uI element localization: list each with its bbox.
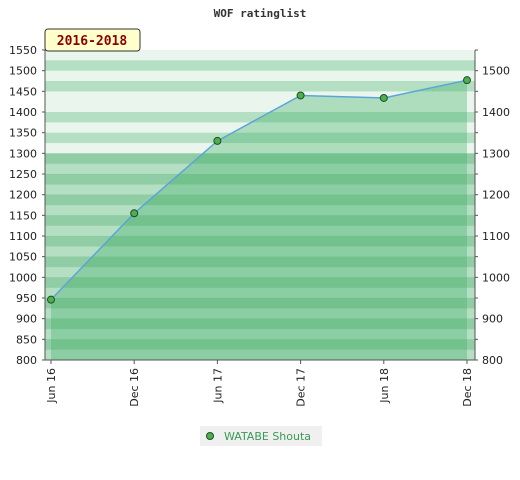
x-tick-label: Dec 18 — [461, 368, 474, 407]
left-tick-label: 1150 — [9, 209, 37, 222]
background-band — [45, 277, 475, 289]
legend-box — [200, 426, 322, 446]
data-point — [47, 295, 55, 304]
right-tick-label: 1400 — [482, 106, 510, 119]
left-tick-label: 1000 — [9, 271, 37, 284]
period-badge: 2016-2018 — [44, 28, 141, 52]
background-band — [45, 80, 475, 92]
background-band — [45, 318, 475, 330]
left-tick-label: 1100 — [9, 230, 37, 243]
data-points — [47, 76, 471, 304]
background-band — [45, 101, 475, 113]
background-band — [45, 194, 475, 206]
background-band — [45, 225, 475, 237]
right-tick-label: 1200 — [482, 189, 510, 202]
x-tick-label: Jun 17 — [211, 368, 224, 404]
background-band — [45, 142, 475, 154]
background-band — [45, 173, 475, 185]
right-tick-label: 1100 — [482, 230, 510, 243]
period-badge-box — [44, 28, 141, 52]
background-band — [45, 60, 475, 72]
left-tick-label: 900 — [16, 313, 37, 326]
right-tick-label: 1000 — [482, 271, 510, 284]
background-band — [45, 235, 475, 247]
rating-area — [51, 80, 467, 360]
background-band — [45, 184, 475, 196]
left-tick-label: 1500 — [9, 65, 37, 78]
background-band — [45, 50, 475, 61]
background-band — [45, 70, 475, 82]
period-badge-label: 2016-2018 — [57, 34, 128, 49]
right-y-axis: 800 900 1000 1100 1200 1300 1400 1500 — [474, 49, 510, 367]
left-tick-label: 950 — [16, 292, 37, 305]
x-axis: Jun 16 Dec 16 Jun 17 Dec 17 Jun 18 Dec 18 — [45, 359, 475, 407]
left-tick-label: 1400 — [9, 106, 37, 119]
background-band — [45, 246, 475, 258]
x-tick-label: Dec 16 — [128, 368, 141, 407]
left-tick-label: 1300 — [9, 147, 37, 160]
background-band — [45, 163, 475, 175]
right-tick-label: 800 — [482, 354, 503, 367]
left-tick-label: 850 — [16, 333, 37, 346]
data-point — [463, 76, 471, 85]
background-band — [45, 153, 475, 165]
data-point — [379, 93, 388, 102]
legend-label: WATABE Shouta — [224, 430, 311, 443]
background-band — [45, 256, 475, 268]
left-tick-label: 1550 — [9, 44, 37, 57]
left-tick-label: 1450 — [9, 85, 37, 98]
left-tick-label: 1200 — [9, 189, 37, 202]
left-y-axis: 800 850 900 950 1000 1050 1100 1150 1200 1250 1300… — [9, 44, 46, 367]
right-tick-label: 1500 — [482, 65, 510, 78]
right-tick-label: 1300 — [482, 147, 510, 160]
legend: WATABE Shouta — [200, 426, 322, 446]
left-tick-label: 1250 — [9, 168, 37, 181]
background-band — [45, 91, 475, 103]
data-point — [296, 91, 305, 100]
data-point — [130, 209, 139, 218]
x-tick-label: Jun 18 — [378, 368, 391, 404]
background-band — [45, 287, 475, 299]
x-tick-label: Dec 17 — [295, 368, 308, 407]
background-band — [45, 349, 475, 361]
background-band — [45, 308, 475, 320]
right-tick-label: 900 — [482, 313, 503, 326]
background-band — [45, 215, 475, 227]
left-tick-label: 1050 — [9, 251, 37, 264]
left-tick-label: 1350 — [9, 127, 37, 140]
legend-marker — [206, 432, 214, 440]
chart-title: WOF ratinglist — [214, 7, 307, 20]
background-band — [45, 266, 475, 278]
background-band — [45, 204, 475, 216]
background-band — [45, 132, 475, 144]
left-tick-label: 800 — [16, 354, 37, 367]
background-band — [45, 122, 475, 134]
rating-line — [50, 79, 468, 301]
x-tick-label: Jun 16 — [45, 368, 58, 404]
background-band — [45, 339, 475, 351]
data-point — [213, 136, 222, 145]
background-band — [45, 328, 475, 340]
background-band — [45, 297, 475, 309]
